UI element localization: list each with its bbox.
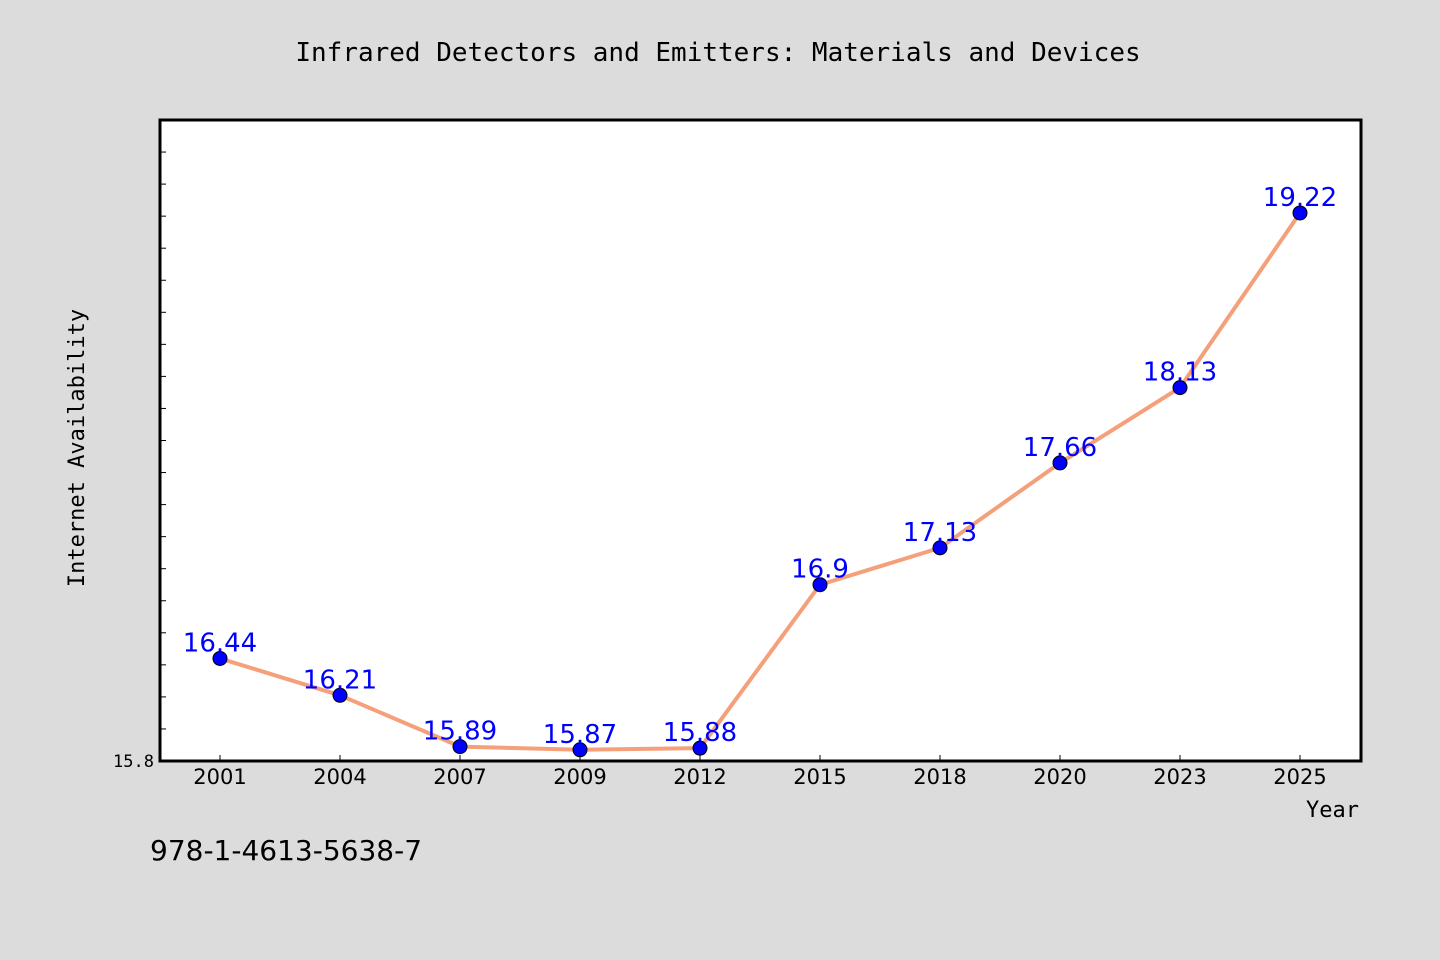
- data-point: [1292, 205, 1308, 221]
- x-tick-label: 2001: [193, 765, 246, 789]
- y-tick-label: 15.8: [113, 752, 154, 772]
- y-axis-ticks: [160, 151, 166, 730]
- x-tick-label: 2004: [313, 765, 366, 789]
- data-point: [572, 742, 588, 758]
- data-series: 16.44 16.21 15.89 15.87 15.88 16.9 17.13 17.66 1…: [183, 183, 1337, 758]
- isbn-annotation: 978-1-4613-5638-7: [150, 834, 423, 867]
- x-tick-label: 2018: [913, 765, 966, 789]
- data-point: [692, 740, 708, 756]
- data-label: 18.13: [1143, 358, 1217, 388]
- y-axis-label: Internet Availability: [65, 309, 90, 587]
- chart-title: Infrared Detectors and Emitters: Materia…: [295, 38, 1140, 68]
- data-label: 16.21: [303, 665, 377, 695]
- data-point: [812, 577, 828, 593]
- data-point: [332, 687, 348, 703]
- data-label: 16.9: [791, 555, 849, 585]
- data-point: [1172, 380, 1188, 396]
- data-label: 16.44: [183, 628, 257, 658]
- x-axis-tick-labels: 2001 2004 2007 2009 2012 2015 2018 2020 2023 2025: [193, 765, 1326, 789]
- series-line: [218, 210, 1302, 752]
- x-tick-label: 2012: [673, 765, 726, 789]
- data-label: 15.87: [543, 720, 617, 750]
- data-label: 15.89: [423, 717, 497, 747]
- data-label: 19.22: [1263, 183, 1337, 213]
- data-label: 15.88: [663, 718, 737, 748]
- data-point: [452, 739, 468, 755]
- data-label: 17.66: [1023, 433, 1097, 463]
- data-point: [1052, 455, 1068, 471]
- data-label: 17.13: [903, 518, 977, 548]
- data-point: [932, 540, 948, 556]
- plot-area: [158, 118, 1363, 763]
- x-tick-label: 2025: [1273, 765, 1326, 789]
- x-axis-label: Year: [1306, 798, 1359, 823]
- x-tick-label: 2009: [553, 765, 606, 789]
- x-tick-label: 2023: [1153, 765, 1206, 789]
- x-tick-label: 2015: [793, 765, 846, 789]
- x-tick-label: 2007: [433, 765, 486, 789]
- data-point: [212, 650, 228, 666]
- x-tick-label: 2020: [1033, 765, 1086, 789]
